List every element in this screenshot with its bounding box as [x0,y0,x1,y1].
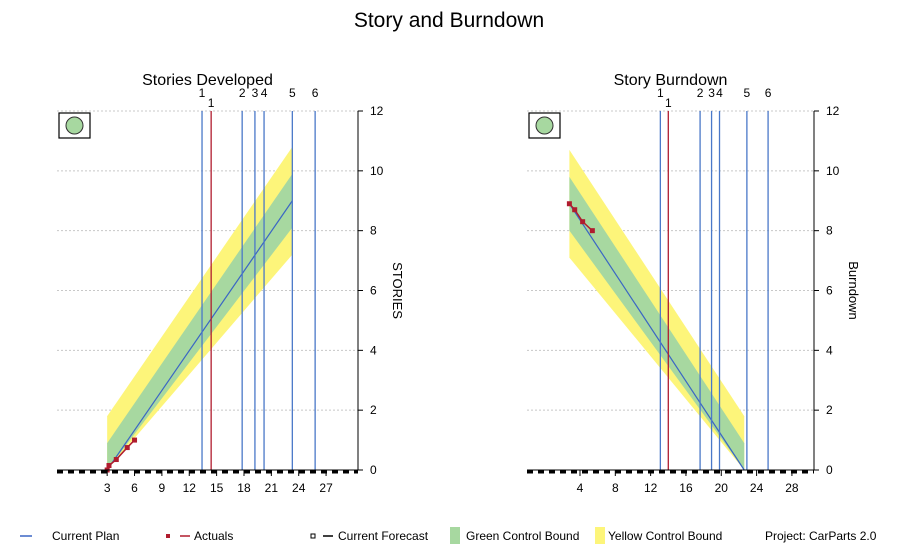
milestone-label: 3 [252,86,259,100]
milestone-label: 1 [657,86,664,100]
y-tick-label: 10 [370,164,384,178]
current-plan-line [106,200,293,471]
milestone-label: 1 [199,86,206,100]
x-tick-label: 15 [210,481,224,495]
x-tick-label: 6 [131,481,138,495]
y-tick-label: 2 [826,403,833,417]
window-title: Story and Burndown [354,9,544,32]
legend: Current Plan Actuals Current Forecast Gr… [20,527,877,544]
y-tick-label: 12 [370,104,384,118]
x-tick-label: 3 [104,481,111,495]
y-tick-label: 12 [826,104,840,118]
milestone-label: 6 [765,86,772,100]
current-plan-label: Current Plan [52,529,119,543]
x-tick-label: 24 [292,481,306,495]
actuals-point [124,445,130,451]
y-tick-label: 4 [826,343,833,357]
milestone-label: 2 [239,86,246,100]
y-tick-label: 6 [826,284,833,298]
milestone-label: 1 [208,96,215,110]
current-plan-line [568,203,745,471]
green-bound-swatch [450,527,460,544]
x-tick-label: 8 [612,481,619,495]
actuals-marker-icon [166,534,170,538]
y-axis-label: Burndown [846,261,861,320]
legend-green-bound: Green Control Bound [450,527,579,544]
y-tick-label: 6 [370,284,377,298]
x-tick-label: 24 [750,481,764,495]
milestone-label: 2 [697,86,704,100]
milestone-label: 5 [744,86,751,100]
yellow-bound-label: Yellow Control Bound [608,529,722,543]
legend-yellow-bound: Yellow Control Bound [595,527,722,544]
x-tick-label: 18 [237,481,251,495]
x-tick-label: 20 [715,481,729,495]
green-status-icon [65,116,84,135]
milestone-label: 1 [665,96,672,110]
actuals-point [132,437,138,443]
actuals-label: Actuals [194,529,233,543]
actuals-point [572,207,578,213]
project-label: Project: CarParts 2.0 [765,529,877,543]
milestone-label: 4 [716,86,723,100]
current-forecast-label: Current Forecast [338,529,429,543]
actuals-point [580,219,586,225]
yellow-bound-swatch [595,527,605,544]
y-tick-label: 4 [370,343,377,357]
milestone-label: 5 [289,86,296,100]
x-tick-label: 9 [159,481,166,495]
actuals-point [106,463,112,469]
green-bound-label: Green Control Bound [466,529,579,543]
legend-actuals: Actuals [166,529,233,543]
y-tick-label: 0 [826,463,833,477]
y-tick-label: 8 [370,224,377,238]
milestone-label: 4 [261,86,268,100]
forecast-marker-icon [310,533,316,539]
x-tick-label: 4 [577,481,584,495]
actuals-point [113,457,119,463]
x-tick-label: 28 [785,481,799,495]
x-tick-label: 16 [679,481,693,495]
actuals-line [568,203,593,232]
y-axis-label: STORIES [390,262,405,319]
y-tick-label: 0 [370,463,377,477]
y-tick-label: 8 [826,224,833,238]
legend-current-plan: Current Plan [20,529,119,543]
y-tick-label: 2 [370,403,377,417]
legend-current-forecast: Current Forecast [310,529,429,543]
x-tick-label: 12 [644,481,658,495]
actuals-point [589,228,595,234]
green-status-icon [535,116,554,135]
x-tick-label: 21 [265,481,279,495]
green-control-band [569,176,745,471]
y-tick-label: 10 [826,164,840,178]
x-tick-label: 12 [183,481,197,495]
chart-title: Stories Developed [142,72,273,89]
green-control-band [107,173,293,470]
milestone-label: 3 [708,86,715,100]
x-tick-label: 27 [319,481,333,495]
chart-title: Story Burndown [614,72,728,89]
actuals-point [566,201,572,207]
milestone-label: 6 [312,86,319,100]
